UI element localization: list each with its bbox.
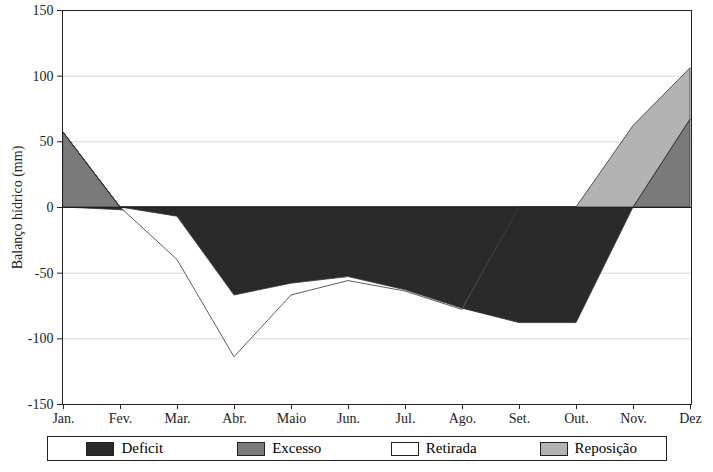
html-text:Deficit: Deficit [121,440,164,456]
svg-text:Out.: Out. [564,411,589,426]
svg-text:Balanço hídrico (mm): Balanço hídrico (mm) [10,145,26,269]
svg-text:Jan.: Jan. [52,411,74,426]
svg-text:Jun.: Jun. [337,411,360,426]
svg-text:-150: -150 [28,397,54,412]
html-text:Reposição: Reposição [574,440,637,456]
svg-text:0: 0 [47,200,54,215]
svg-text:100: 100 [33,69,54,84]
svg-text:Nov.: Nov. [620,411,647,426]
svg-text:Fev.: Fev. [109,411,133,426]
svg-text:Maio: Maio [277,411,307,426]
svg-text:Set.: Set. [509,411,530,426]
svg-text:Abr.: Abr. [222,411,247,426]
svg-text:Dez: Dez [679,411,702,426]
svg-text:-50: -50 [35,266,54,281]
svg-text:Jul.: Jul. [396,411,416,426]
svg-text:Mar.: Mar. [164,411,190,426]
svg-text:150: 150 [33,3,54,18]
html-text:Excesso: Excesso [272,440,322,456]
svg-text:-100: -100 [28,331,54,346]
svg-text:Ago.: Ago. [449,411,477,426]
html-text:Retirada: Retirada [425,440,477,456]
svg-text:50: 50 [40,134,54,149]
